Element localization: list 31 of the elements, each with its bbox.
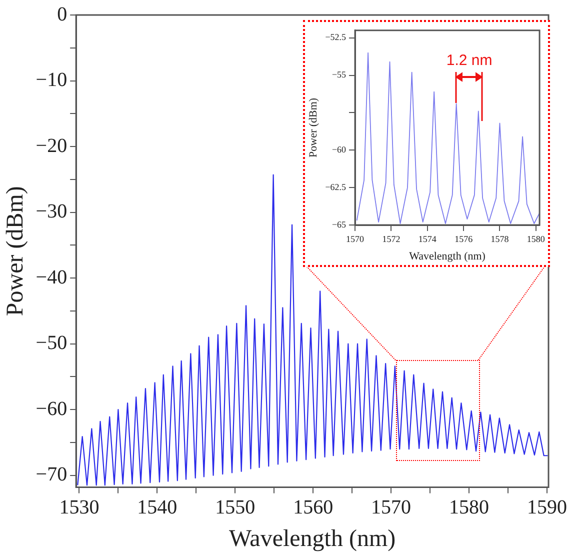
x-tick-label: 1530 [59, 496, 100, 518]
y-tick-label: −60 [332, 144, 347, 155]
x-tick-label: 1578 [490, 234, 510, 244]
x-tick-label: 1572 [382, 234, 400, 244]
x-axis-title: Wavelength (nm) [409, 250, 486, 262]
x-tick-label: 1570 [346, 234, 365, 244]
y-axis-title: Power (dBm) [307, 98, 320, 158]
y-tick-label: −60 [36, 398, 68, 420]
x-tick-label: 1580 [448, 496, 489, 518]
x-tick-label: 1540 [137, 496, 178, 518]
y-tick-label: −50 [36, 332, 68, 354]
x-axis-title: Wavelength (nm) [228, 526, 396, 552]
x-tick-label: 1574 [418, 234, 437, 244]
y-tick-label: −62.5 [325, 182, 347, 192]
y-tick-label: −30 [36, 200, 68, 223]
x-tick-label: 1590 [526, 496, 567, 518]
annotation: 1.2 nm [445, 52, 494, 69]
y-tick-label: −70 [36, 464, 68, 486]
y-tick-label: 0 [57, 3, 68, 26]
x-tick-label: 1550 [215, 496, 256, 518]
y-tick-label: −40 [36, 266, 68, 288]
y-tick-label: −20 [36, 134, 68, 157]
x-tick-label: 1576 [454, 234, 474, 244]
x-tick-label: 1560 [293, 496, 334, 518]
y-tick-label: −55 [332, 70, 347, 80]
y-tick-label: −52.5 [325, 32, 347, 42]
y-axis-title: Power (dBm) [2, 186, 29, 316]
y-tick-label: −10 [36, 69, 68, 92]
x-tick-label: 1580 [526, 234, 546, 244]
y-tick-label: −65 [332, 219, 347, 230]
x-tick-label: 1570 [371, 496, 412, 518]
